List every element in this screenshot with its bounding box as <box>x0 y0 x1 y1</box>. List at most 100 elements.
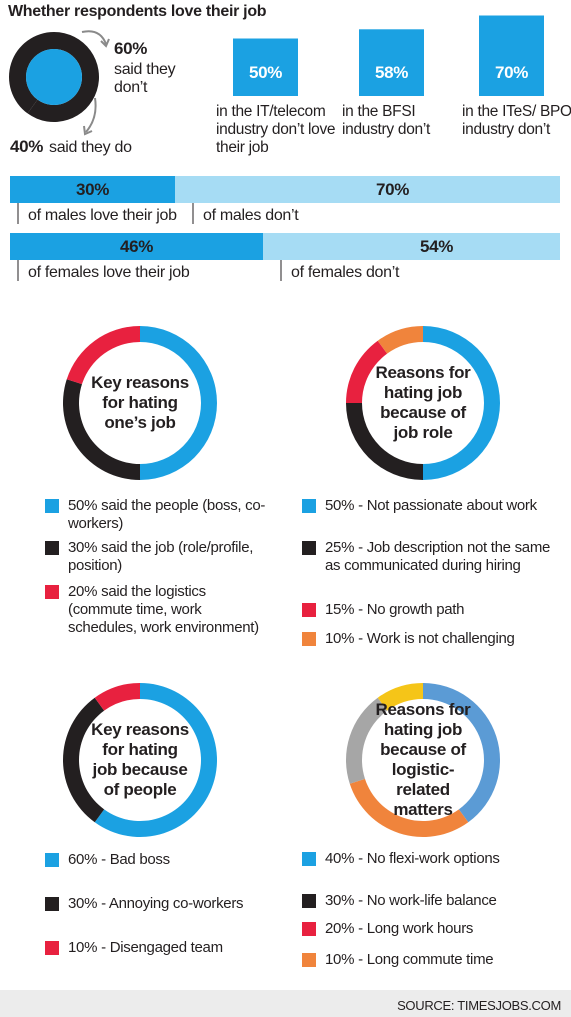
legend-value: 50% <box>68 497 98 514</box>
category-label: in the ITeS/ BPO industry don’t <box>462 103 571 138</box>
legend-entry: 10% - Disengaged team <box>68 939 268 957</box>
legend-swatch <box>302 953 316 967</box>
donut-segment <box>66 326 140 385</box>
bar-segment <box>10 233 263 260</box>
donut-segment <box>377 326 423 354</box>
legend-label: - No growth path <box>358 601 465 618</box>
legend-entry: 30% - No work-life balance <box>325 892 565 910</box>
donut-title: Key reasons for hating one’s job <box>91 373 189 432</box>
legend-value: 10% <box>325 951 355 968</box>
donut-center <box>26 49 82 105</box>
legend-value: 30% <box>68 539 98 556</box>
legend-swatch <box>45 541 59 555</box>
legend-value: 50% <box>325 497 355 514</box>
legend-swatch <box>302 632 316 646</box>
legend-entry: 15% - No growth path <box>325 601 555 619</box>
legend-swatch <box>302 541 316 555</box>
category-label: in the BFSI industry don’t <box>342 103 430 138</box>
arrow <box>85 97 97 133</box>
legend-value: 30% <box>68 895 98 912</box>
legend-value: 10% <box>325 630 355 647</box>
legend-entry: 20% said the logistics (commute time, wor… <box>68 583 268 637</box>
donut-segment <box>346 403 423 480</box>
legend-swatch <box>302 603 316 617</box>
donut-segment <box>377 683 423 711</box>
donut-segment <box>423 326 500 480</box>
bar-segment <box>10 176 175 203</box>
donut-segment <box>346 340 388 403</box>
donut-title: Key reasons for hating job because of pe… <box>91 720 189 799</box>
donut-segment <box>345 697 388 784</box>
legend-entry: 30% - Annoying co-workers <box>68 895 268 913</box>
legend-label: of males love their job <box>28 207 177 224</box>
legend-entry: 60% - Bad boss <box>68 851 268 869</box>
donut-segment <box>349 778 469 837</box>
category-label: said they do <box>49 139 132 156</box>
donut-segment <box>62 697 105 823</box>
source: SOURCE: TIMESJOBS.COM <box>397 998 561 1013</box>
category-label: said they don’t <box>114 61 176 96</box>
legend-label: - Bad boss <box>101 851 170 868</box>
legend-value: 30% <box>325 892 355 909</box>
legend-entry: 50% said the people (boss, co-workers) <box>68 497 268 533</box>
legend-swatch <box>45 499 59 513</box>
legend-label: of females love their job <box>28 264 190 281</box>
legend-value: 10% <box>68 939 98 956</box>
legend-label: - Long commute time <box>358 951 494 968</box>
bar <box>359 29 424 96</box>
donut-title: Reasons for hating job because of logist… <box>375 700 471 819</box>
legend-label: - Not passionate about work <box>358 497 537 514</box>
legend-entry: 20% - Long work hours <box>325 920 565 938</box>
legend-label: - Work is not challenging <box>358 630 515 647</box>
title: Whether respondents love their job <box>8 3 267 20</box>
legend-value: 40% <box>325 850 355 867</box>
legend-label: said the job (role/profile, position) <box>68 539 254 574</box>
value-label: 54% <box>419 236 454 256</box>
legend-entry: 10% - Work is not challenging <box>325 630 555 648</box>
donut-segment <box>94 683 140 711</box>
donut-segment <box>9 31 55 114</box>
donut-segment <box>94 683 217 837</box>
legend-value: 20% <box>325 920 355 937</box>
value-label: 58% <box>374 63 409 82</box>
arrow-head <box>83 125 93 136</box>
donut-segment <box>27 32 99 122</box>
value-label: 70% <box>375 179 410 199</box>
donut-segment <box>423 683 501 823</box>
donut-segment <box>62 379 140 480</box>
legend-label: - No work-life balance <box>358 892 497 909</box>
legend-label: - Job description not the same as commun… <box>325 539 551 574</box>
source-band <box>0 990 571 1017</box>
legend-swatch <box>45 941 59 955</box>
legend-value: 15% <box>325 601 355 618</box>
bar-segment <box>263 233 560 260</box>
legend-value: 25% <box>325 539 355 556</box>
legend-swatch <box>45 853 59 867</box>
legend-label: - Disengaged team <box>101 939 223 956</box>
legend-label: - No flexi-work options <box>358 850 500 867</box>
legend-swatch <box>45 897 59 911</box>
legend-value: 60% <box>68 851 98 868</box>
legend-label: - Annoying co-workers <box>101 895 244 912</box>
legend-swatch <box>45 585 59 599</box>
legend-swatch <box>302 499 316 513</box>
bar-segment <box>175 176 560 203</box>
legend-label: of males don’t <box>203 207 299 224</box>
arrow <box>81 30 107 45</box>
legend-entry: 10% - Long commute time <box>325 951 565 969</box>
legend-entry: 30% said the job (role/profile, position) <box>68 539 268 575</box>
legend-entry: 50% - Not passionate about work <box>325 497 555 515</box>
bar <box>479 15 544 96</box>
legend-swatch <box>302 894 316 908</box>
value-label: 70% <box>494 63 529 82</box>
legend-label: said the people (boss, co-workers) <box>68 497 266 532</box>
legend-entry: 40% - No flexi-work options <box>325 850 565 868</box>
value-label: 46% <box>119 236 154 256</box>
value-label: 30% <box>75 179 110 199</box>
legend-value: 20% <box>68 583 98 600</box>
value-label: 50% <box>248 63 283 82</box>
bar <box>233 38 298 96</box>
legend-label: said the logistics (commute time, work s… <box>68 583 259 636</box>
